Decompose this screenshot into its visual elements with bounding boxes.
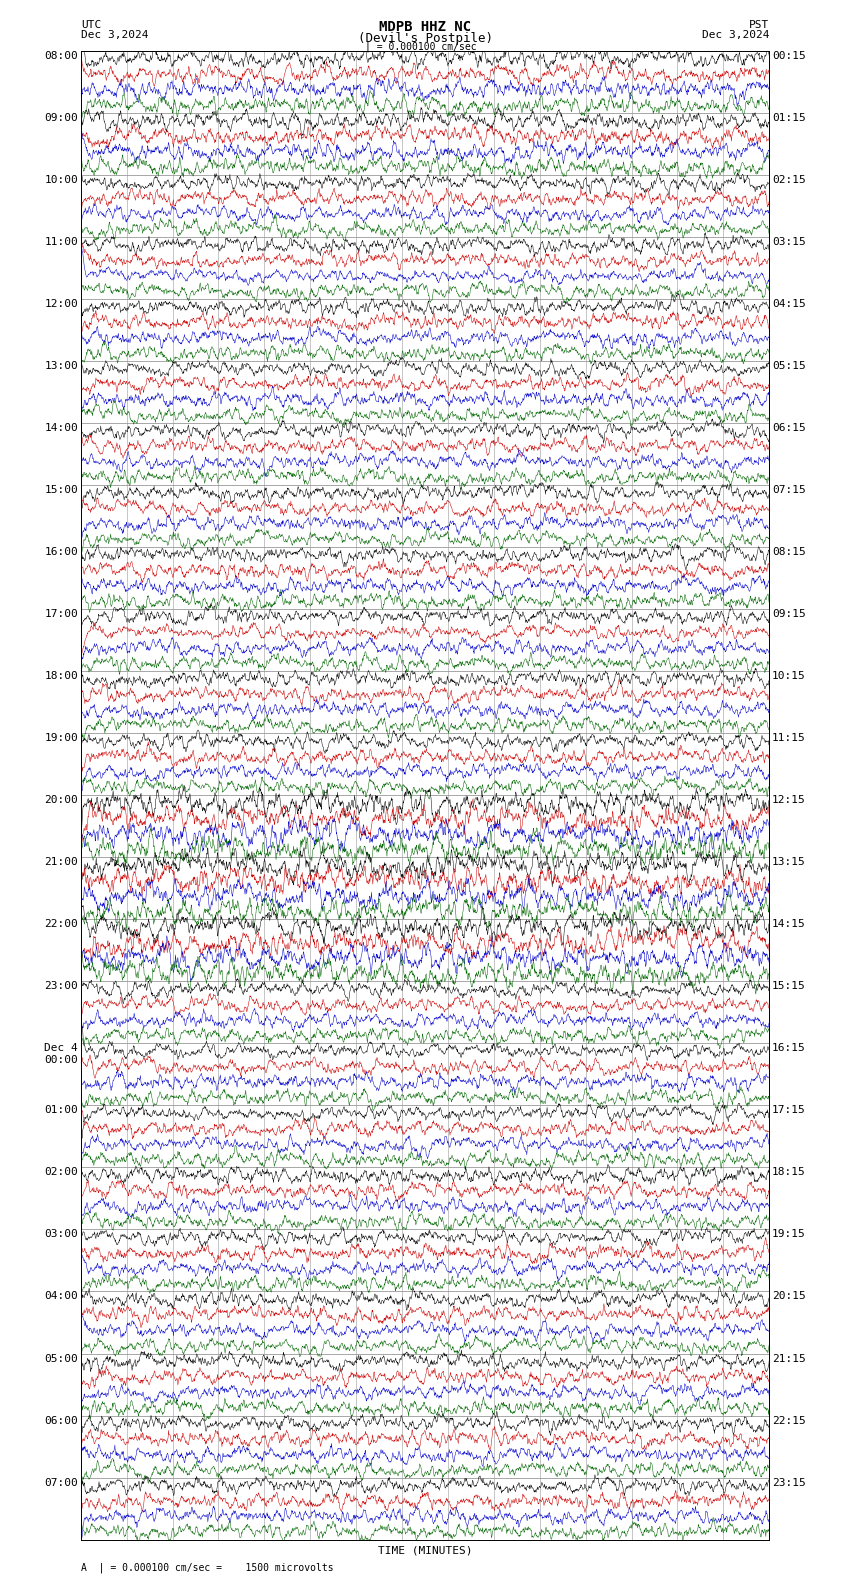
X-axis label: TIME (MINUTES): TIME (MINUTES) — [377, 1546, 473, 1555]
Text: Dec 3,2024: Dec 3,2024 — [81, 30, 148, 40]
Text: (Devil's Postpile): (Devil's Postpile) — [358, 32, 492, 44]
Text: PST: PST — [749, 19, 769, 30]
Text: UTC: UTC — [81, 19, 101, 30]
Text: Dec 3,2024: Dec 3,2024 — [702, 30, 769, 40]
Text: A  | = 0.000100 cm/sec =    1500 microvolts: A | = 0.000100 cm/sec = 1500 microvolts — [81, 1562, 333, 1573]
Text: MDPB HHZ NC: MDPB HHZ NC — [379, 19, 471, 33]
Text: | = 0.000100 cm/sec: | = 0.000100 cm/sec — [365, 41, 477, 52]
